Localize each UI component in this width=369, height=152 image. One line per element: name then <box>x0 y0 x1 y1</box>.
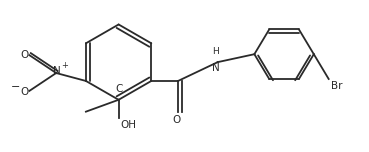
Text: N: N <box>212 63 220 73</box>
Text: −: − <box>11 82 20 92</box>
Text: N: N <box>53 66 61 76</box>
Text: C: C <box>115 84 122 94</box>
Text: H: H <box>212 47 219 56</box>
Text: O: O <box>20 50 28 60</box>
Text: OH: OH <box>121 120 137 130</box>
Text: Br: Br <box>331 81 342 91</box>
Text: O: O <box>20 87 28 97</box>
Text: +: + <box>61 61 68 70</box>
Text: O: O <box>172 115 180 125</box>
